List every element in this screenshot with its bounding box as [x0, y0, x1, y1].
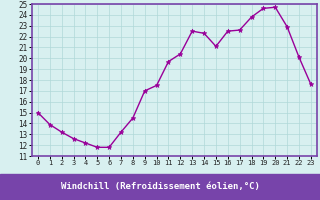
Text: Windchill (Refroidissement éolien,°C): Windchill (Refroidissement éolien,°C) — [60, 182, 260, 192]
